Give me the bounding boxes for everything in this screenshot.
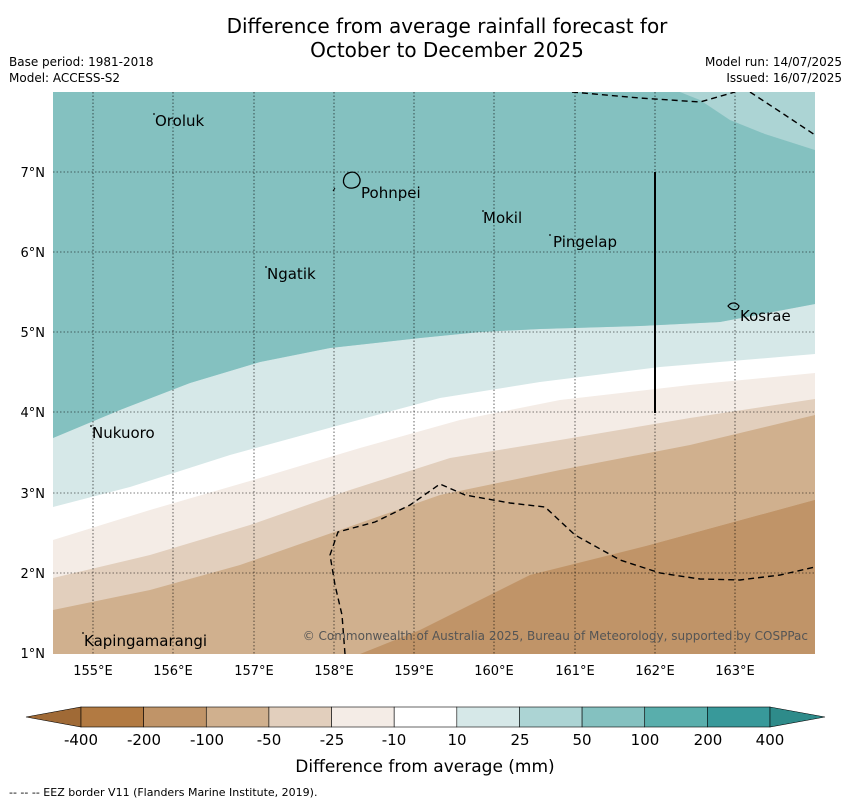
- colorbar-segment: [581, 706, 646, 728]
- colorbar-segment: [80, 706, 144, 728]
- lon-tick-label: 157°E: [234, 664, 274, 679]
- band-minus-200-area: [380, 500, 815, 654]
- kosrae-island: [727, 302, 740, 311]
- colorbar: -400 -200 -100 -50 -25 -10 10 25 50 100 …: [25, 706, 826, 777]
- eez-border: [329, 92, 815, 654]
- title-line-2: October to December 2025: [310, 38, 584, 62]
- colorbar-tick-label: -25: [320, 731, 345, 749]
- colorbar-tick-label: 200: [694, 731, 723, 749]
- colorbar-over-arrow: [769, 706, 826, 728]
- longitude-ticks: 155°E 156°E 157°E 158°E 159°E 160°E 161°…: [73, 664, 755, 679]
- colorbar-segment: [205, 706, 270, 728]
- lat-tick-label: 1°N: [21, 647, 46, 662]
- lat-tick-label: 2°N: [21, 567, 46, 582]
- lon-tick-label: 160°E: [474, 664, 514, 679]
- model-name: Model: ACCESS-S2: [9, 71, 121, 85]
- place-label: Pohnpei: [361, 184, 421, 202]
- colorbar-tick-label: -10: [382, 731, 407, 749]
- latitude-ticks: 7°N 6°N 5°N 4°N 3°N 2°N 1°N: [21, 166, 46, 662]
- colorbar-under-arrow: [25, 706, 82, 728]
- colorbar-segment: [707, 706, 771, 728]
- colorbar-tick-label: 50: [572, 731, 591, 749]
- issued-date: Issued: 16/07/2025: [726, 71, 842, 85]
- lat-tick-label: 4°N: [21, 406, 46, 421]
- lon-tick-label: 156°E: [153, 664, 193, 679]
- lat-tick-label: 7°N: [21, 166, 46, 181]
- place-label: Nukuoro: [92, 424, 155, 442]
- lon-tick-label: 158°E: [314, 664, 354, 679]
- place-labels: Oroluk Pohnpei Mokil Pingelap Ngatik Kos…: [84, 112, 791, 650]
- colorbar-tick-label: -100: [190, 731, 224, 749]
- copyright-notice: © Commonwealth of Australia 2025, Bureau…: [303, 629, 808, 643]
- colorbar-tick-label: 400: [756, 731, 785, 749]
- pingelap-marker: [549, 234, 551, 236]
- lon-tick-label: 155°E: [73, 664, 113, 679]
- colorbar-segment: [268, 706, 332, 728]
- colorbar-segment: [143, 706, 207, 728]
- meta-left: Base period: 1981-2018 Model: ACCESS-S2: [9, 54, 154, 86]
- colorbar-segment: [456, 706, 520, 728]
- lon-tick-label: 159°E: [394, 664, 434, 679]
- colorbar-tick-label: 25: [510, 731, 529, 749]
- mokil-marker: [482, 210, 484, 212]
- place-label: Ngatik: [267, 265, 316, 283]
- band-plus-25-corner: [680, 92, 815, 150]
- colorbar-ticks: -400 -200 -100 -50 -25 -10 10 25 50 100 …: [64, 731, 784, 749]
- colorbar-tick-label: 100: [631, 731, 660, 749]
- pohnpei-island: [342, 171, 361, 189]
- kapingamarangi-marker: [82, 632, 84, 634]
- oroluk-marker: [153, 113, 155, 115]
- colorbar-segment: [393, 706, 458, 728]
- colorbar-tick-label: -200: [127, 731, 161, 749]
- colorbar-segments: [80, 706, 771, 728]
- colorbar-segment: [519, 706, 583, 728]
- graticule: [53, 92, 815, 654]
- lat-tick-label: 5°N: [21, 326, 46, 341]
- colorbar-segment: [644, 706, 708, 728]
- lon-tick-label: 162°E: [635, 664, 675, 679]
- colorbar-label: Difference from average (mm): [295, 757, 554, 777]
- map-title: Difference from average rainfall forecas…: [0, 14, 850, 62]
- colorbar-tick-label: -50: [257, 731, 282, 749]
- title-line-1: Difference from average rainfall forecas…: [226, 14, 668, 38]
- colorbar-segment: [331, 706, 395, 728]
- meta-right: Model run: 14/07/2025 Issued: 16/07/2025: [705, 54, 842, 86]
- place-label: Pingelap: [553, 233, 617, 251]
- rainfall-map: Oroluk Pohnpei Mokil Pingelap Ngatik Kos…: [53, 92, 815, 654]
- ngatik-marker: [265, 266, 267, 268]
- place-label: Mokil: [483, 209, 522, 227]
- lon-tick-label: 163°E: [715, 664, 755, 679]
- eez-footnote: -- -- -- EEZ border V11 (Flanders Marine…: [9, 786, 318, 799]
- model-run: Model run: 14/07/2025: [704, 55, 842, 69]
- pohnpei-islet: [332, 187, 336, 192]
- lon-tick-label: 161°E: [555, 664, 595, 679]
- colorbar-tick-label: 10: [447, 731, 466, 749]
- nukuoro-marker: [90, 425, 92, 427]
- lat-tick-label: 3°N: [21, 487, 46, 502]
- place-label: Oroluk: [155, 112, 204, 130]
- band-plus-50-main: [53, 92, 815, 438]
- place-label: Kosrae: [740, 307, 791, 325]
- lat-tick-label: 6°N: [21, 246, 46, 261]
- colorbar-tick-label: -400: [64, 731, 98, 749]
- place-label: Kapingamarangi: [84, 632, 207, 650]
- base-period: Base period: 1981-2018: [9, 55, 154, 69]
